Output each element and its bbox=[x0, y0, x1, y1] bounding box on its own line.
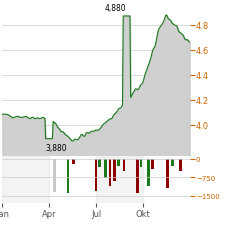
Bar bbox=[2, 157, 49, 203]
Bar bbox=[98, 159, 101, 168]
Bar bbox=[147, 159, 150, 186]
Bar bbox=[179, 159, 182, 171]
Bar bbox=[104, 159, 107, 179]
Bar bbox=[171, 159, 174, 166]
Bar bbox=[139, 159, 142, 168]
Bar bbox=[151, 159, 154, 169]
Bar bbox=[95, 159, 97, 191]
Bar bbox=[66, 159, 69, 193]
Bar bbox=[96, 157, 143, 203]
Text: 3,880: 3,880 bbox=[45, 143, 67, 152]
Text: 4,880: 4,880 bbox=[104, 4, 126, 13]
Bar bbox=[113, 159, 116, 181]
Bar bbox=[109, 159, 111, 186]
Bar bbox=[123, 159, 126, 171]
Bar bbox=[54, 159, 56, 192]
Bar bbox=[72, 159, 75, 164]
Bar bbox=[136, 159, 138, 193]
Bar bbox=[166, 159, 168, 188]
Bar bbox=[117, 159, 120, 166]
